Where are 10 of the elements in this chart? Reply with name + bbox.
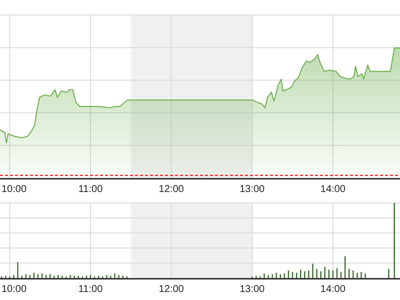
x-tick-label: 11:00 xyxy=(78,284,104,295)
x-tick-label: 11:00 xyxy=(78,184,104,195)
x-tick-label: 12:00 xyxy=(158,184,184,195)
x-tick-label: 13:00 xyxy=(240,284,266,295)
x-tick-label: 10:00 xyxy=(1,284,27,295)
x-tick-label: 10:00 xyxy=(1,184,27,195)
x-tick-label: 12:00 xyxy=(158,284,184,295)
x-tick-label: 14:00 xyxy=(320,284,346,295)
x-tick-label: 13:00 xyxy=(240,184,266,195)
x-tick-label: 14:00 xyxy=(320,184,346,195)
